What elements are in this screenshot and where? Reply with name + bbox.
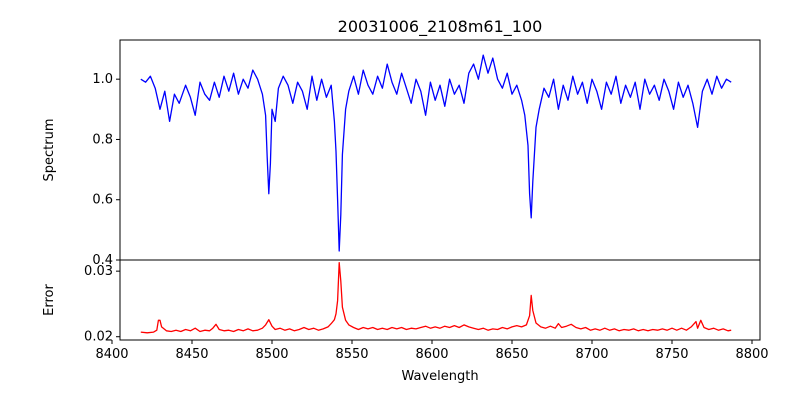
y-tick-label: 0.6 <box>92 193 113 208</box>
x-axis-label: Wavelength <box>401 369 478 384</box>
y-tick-label: 0.8 <box>92 132 113 147</box>
spectrum-panel: 0.4 0.6 0.8 1.0 Spectrum <box>42 39 761 268</box>
spectrum-axes-frame <box>119 39 761 261</box>
x-tick-label: 8400 <box>95 347 128 362</box>
y-tick-label: 0.03 <box>84 264 113 279</box>
x-tick-label: 8650 <box>495 347 528 362</box>
spectrum-y-label: Spectrum <box>42 119 57 182</box>
x-tick-label: 8700 <box>575 347 608 362</box>
y-tick-label: 0.4 <box>92 253 113 268</box>
error-line <box>140 261 732 334</box>
chart-title: 20031006_2108m61_100 <box>338 17 543 37</box>
x-tick-label: 8750 <box>655 347 688 362</box>
x-axis-ticks: 8400 8450 8500 8550 8600 8650 8700 8750 8800 <box>95 340 769 362</box>
error-y-ticks: 0.02 0.03 <box>84 264 120 345</box>
x-tick-label: 8450 <box>175 347 208 362</box>
y-tick-label: 0.02 <box>84 330 113 345</box>
x-tick-label: 8600 <box>415 347 448 362</box>
x-tick-label: 8800 <box>735 347 768 362</box>
spectrum-y-ticks: 0.4 0.6 0.8 1.0 <box>92 72 120 268</box>
spectrum-line <box>140 54 732 252</box>
x-tick-label: 8500 <box>255 347 288 362</box>
error-axes-frame <box>119 259 761 341</box>
x-tick-label: 8550 <box>335 347 368 362</box>
error-panel: 0.02 0.03 Error <box>42 259 761 345</box>
y-tick-label: 1.0 <box>92 72 113 87</box>
error-y-label: Error <box>42 284 57 316</box>
